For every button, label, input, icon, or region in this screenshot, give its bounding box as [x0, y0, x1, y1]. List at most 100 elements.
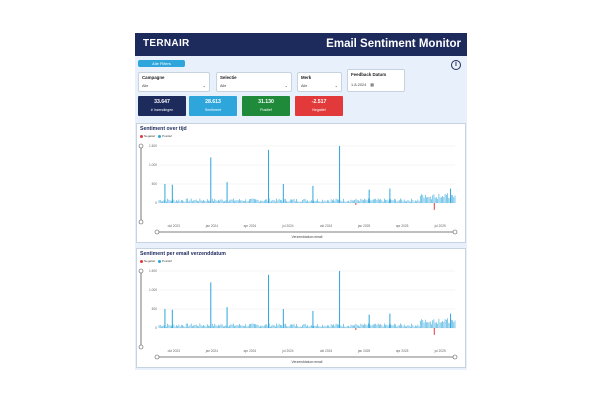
bar: [371, 200, 373, 203]
info-icon[interactable]: i: [451, 60, 461, 70]
bar: [304, 323, 306, 328]
bar: [163, 200, 165, 203]
bar: [335, 198, 337, 203]
bar: [251, 323, 253, 328]
bar: [412, 325, 414, 328]
bar: [379, 199, 380, 203]
slider-handle[interactable]: [138, 143, 144, 149]
slider-handle[interactable]: [138, 268, 144, 274]
bar: [282, 309, 284, 328]
bar: [199, 323, 201, 328]
bar: [293, 198, 295, 203]
slider-handle[interactable]: [452, 354, 458, 360]
slider-handle[interactable]: [154, 354, 160, 360]
bar: [190, 323, 192, 328]
bar: [175, 200, 177, 203]
bar: [273, 200, 275, 203]
bar: [361, 199, 363, 203]
bar: [189, 200, 191, 203]
bar: [363, 325, 364, 328]
bar: [221, 324, 223, 328]
bar: [324, 200, 326, 203]
y-tick-label: 0: [155, 326, 157, 330]
bar: [272, 199, 274, 203]
bar: [402, 201, 404, 203]
slider-handle[interactable]: [138, 344, 144, 350]
bar: [398, 200, 400, 203]
bar: [336, 324, 338, 328]
bar: [371, 325, 373, 328]
kpi-value: 31.130: [258, 99, 274, 105]
slicer-selectie[interactable]: Selectie Alle ⌄: [216, 72, 292, 92]
bar: [276, 323, 278, 328]
bar: [298, 326, 300, 328]
slicer-value: Alle: [301, 84, 308, 88]
slicer-feedback-datum[interactable]: Feedback Datum 1-8-2024 ▦: [347, 69, 405, 92]
bar: [423, 322, 425, 328]
kpi-value: -2.517: [311, 99, 327, 105]
bar: [330, 324, 332, 328]
bar: [322, 324, 323, 328]
slicer-label: Feedback Datum: [351, 72, 387, 77]
bar: [286, 200, 287, 203]
bar: [387, 325, 389, 328]
bar: [453, 322, 455, 328]
bar: [280, 324, 281, 328]
x-tick-label: jul 2025: [434, 224, 446, 228]
bar: [296, 324, 297, 328]
bar: [184, 201, 186, 203]
bar: [301, 326, 302, 328]
slicer-merk[interactable]: Merk Alle ⌄: [297, 72, 342, 92]
bar: [417, 199, 419, 203]
bar: [372, 199, 374, 203]
bar: [223, 201, 224, 203]
bar: [327, 200, 328, 203]
slider-handle[interactable]: [452, 229, 458, 235]
bar: [277, 325, 279, 328]
legend-label: Positief: [162, 134, 172, 138]
filters-button[interactable]: Alle Filters: [138, 60, 185, 67]
bar: [174, 201, 176, 203]
bar: [343, 323, 344, 328]
bar: [341, 201, 343, 203]
legend-dot-negatief: [140, 259, 143, 263]
bar: [324, 325, 326, 328]
bar: [241, 325, 243, 328]
bar: [241, 200, 243, 203]
bar: [169, 325, 171, 328]
bar: [411, 198, 413, 203]
bar: [395, 199, 396, 203]
bar: [177, 326, 178, 328]
bar: [454, 320, 456, 328]
bar: [433, 203, 435, 210]
slicer-value: Alle: [142, 84, 149, 88]
bar: [447, 318, 448, 328]
bar: [448, 197, 450, 203]
bar: [310, 325, 312, 328]
legend: Negatief Positief: [140, 259, 172, 263]
bar: [283, 199, 285, 203]
bar: [245, 199, 247, 203]
bar: [314, 201, 316, 203]
bar: [436, 322, 437, 328]
bar: [252, 198, 254, 203]
bar: [209, 325, 211, 328]
bar: [424, 194, 426, 203]
bar: [334, 325, 336, 328]
slicer-campagne[interactable]: Campagne Alle ⌄: [138, 72, 210, 92]
bar: [167, 323, 169, 328]
bar: [302, 325, 304, 328]
bar: [355, 203, 357, 205]
bar: [421, 194, 422, 203]
bar: [385, 324, 386, 328]
bar: [289, 324, 291, 328]
bar: [171, 325, 172, 328]
bar: [236, 325, 238, 328]
slider-handle[interactable]: [138, 219, 144, 225]
slider-handle[interactable]: [154, 229, 160, 235]
bar: [283, 324, 285, 328]
bar: [313, 325, 315, 328]
bar: [214, 323, 216, 328]
bar: [317, 199, 318, 203]
chart-sentiment-per-verzenddatum: 0 500 1.000 1.500 okt 2023 jan 2024 apr 2024 ju…: [138, 268, 458, 364]
